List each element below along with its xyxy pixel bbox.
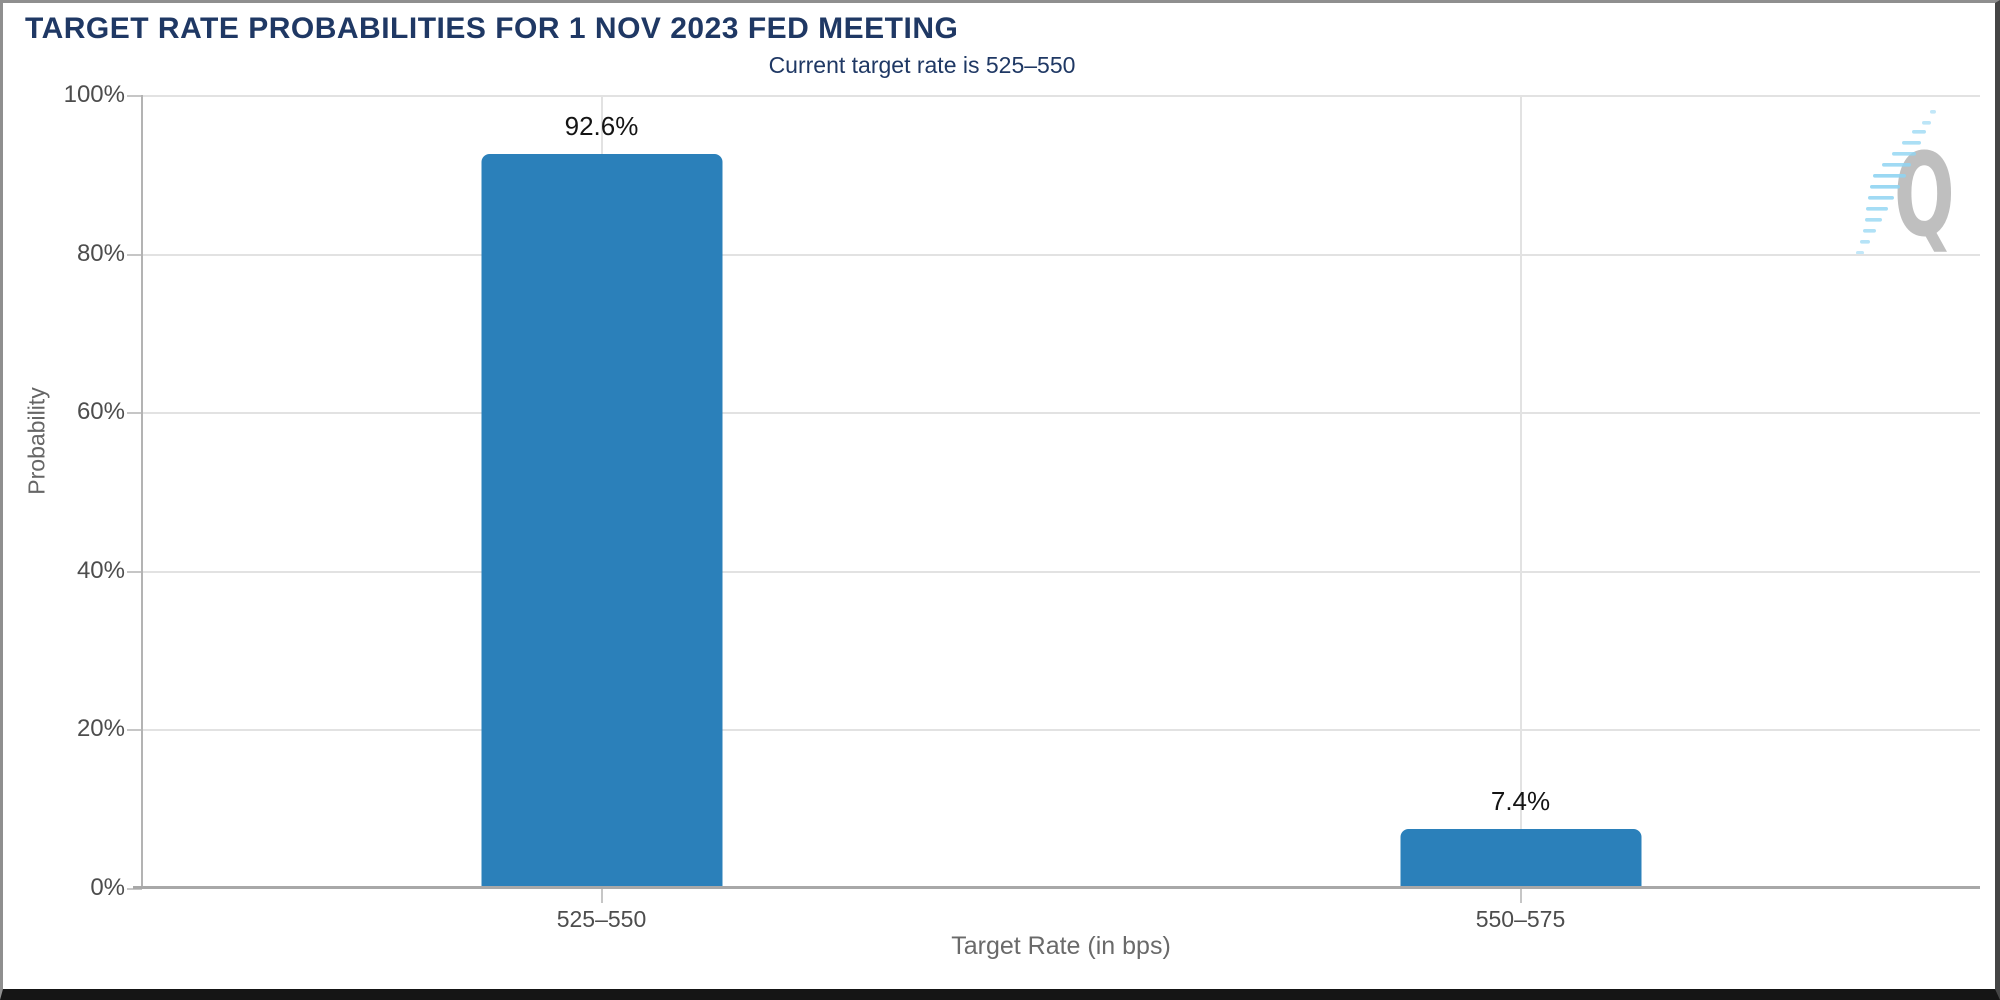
bar-value-label: 7.4% (1490, 786, 1551, 817)
y-tick-mark (127, 253, 142, 256)
gridline-horizontal (142, 729, 1980, 732)
q-watermark-icon: Q (1856, 110, 1955, 263)
gridline-horizontal (142, 253, 1980, 256)
x-axis-line (133, 886, 1980, 889)
x-tick-mark (1519, 888, 1522, 903)
x-tick-mark (600, 888, 603, 903)
x-tick-label: 550–575 (1475, 906, 1566, 932)
gridline-vertical (1519, 95, 1522, 888)
probability-bar-550-575[interactable]: 7.4% (1400, 786, 1641, 888)
bar-value-label: 92.6% (564, 110, 639, 141)
chart-title: TARGET RATE PROBABILITIES FOR 1 NOV 2023… (25, 12, 959, 45)
y-tick-label: 80% (76, 239, 125, 267)
y-axis-title: Probability (23, 387, 50, 495)
y-tick-label: 100% (63, 81, 125, 108)
y-tick-label: 0% (90, 874, 125, 901)
y-axis-line (141, 95, 143, 888)
plot-area: 100% 80% 60% 40% 20% 0% 92.6% 525–550 7.… (64, 81, 1980, 932)
probability-bar-525-550[interactable]: 92.6% (481, 111, 722, 888)
gridline-horizontal (142, 95, 1980, 97)
y-tick-label: 40% (76, 556, 125, 584)
q-watermark-speedlines (1856, 110, 1936, 255)
x-axis-title: Target Rate (in bps) (951, 932, 1171, 960)
y-tick-mark (127, 729, 142, 732)
y-tick-label: 20% (76, 715, 125, 743)
y-tick-mark (127, 412, 142, 415)
x-tick-label: 525–550 (556, 906, 647, 932)
y-tick-mark (127, 888, 142, 890)
gridline-horizontal (142, 412, 1980, 415)
y-tick-label: 60% (76, 398, 125, 426)
q-watermark-letter: Q (1894, 128, 1955, 263)
y-tick-mark (127, 570, 142, 573)
chart-subtitle: Current target rate is 525–550 (768, 52, 1076, 78)
y-tick-mark (127, 95, 142, 97)
gridline-horizontal (142, 570, 1980, 573)
